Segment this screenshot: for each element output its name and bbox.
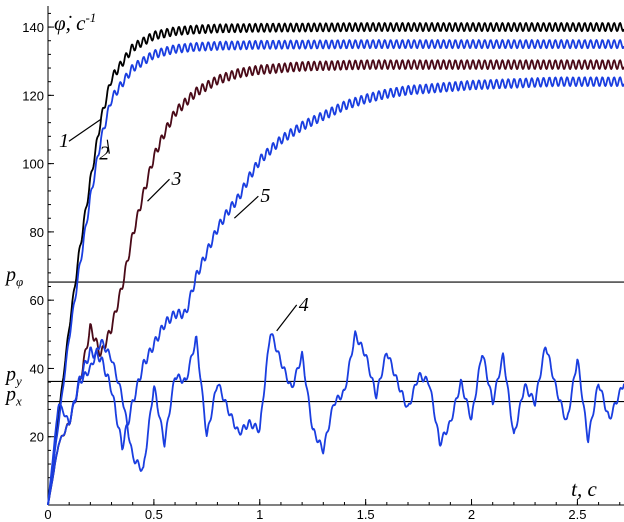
- series-line-1: [47, 22, 624, 506]
- callout-leader: [147, 178, 170, 202]
- callout-leader: [68, 118, 102, 142]
- callout-label: 1: [59, 130, 69, 152]
- callout-label: 5: [260, 185, 270, 207]
- threshold-label: pφ: [4, 264, 23, 289]
- x-tick-label: 1.5: [357, 507, 375, 522]
- x-axis-label: t, c: [571, 477, 597, 501]
- callout-leader: [276, 304, 298, 332]
- threshold-label: py: [4, 363, 22, 388]
- y-tick-label: 140: [22, 20, 44, 35]
- x-tick-label: 2.5: [568, 507, 586, 522]
- callout-label: 4: [299, 294, 309, 316]
- callout-leader: [106, 139, 110, 154]
- x-tick-label: 0: [44, 507, 51, 522]
- y-tick-label: 120: [22, 88, 44, 103]
- series-line-5: [47, 76, 624, 506]
- y-tick-label: 80: [30, 225, 44, 240]
- x-tick-label: 0.5: [145, 507, 163, 522]
- callout-label: 2: [99, 143, 109, 165]
- callout-label: 3: [171, 168, 182, 190]
- y-tick-label: 20: [30, 430, 44, 445]
- y-tick-label: 100: [22, 157, 44, 172]
- series-line-3: [47, 59, 624, 506]
- series-line-4: [47, 330, 624, 506]
- y-tick-label: 40: [30, 361, 44, 376]
- y-axis-label: φ̇, c-1: [54, 10, 96, 35]
- x-tick-label: 1: [256, 507, 263, 522]
- x-tick-label: 2: [468, 507, 475, 522]
- y-tick-label: 60: [30, 293, 44, 308]
- series-line-2: [47, 39, 624, 506]
- callout-leader: [233, 195, 259, 219]
- threshold-label: px: [4, 384, 22, 409]
